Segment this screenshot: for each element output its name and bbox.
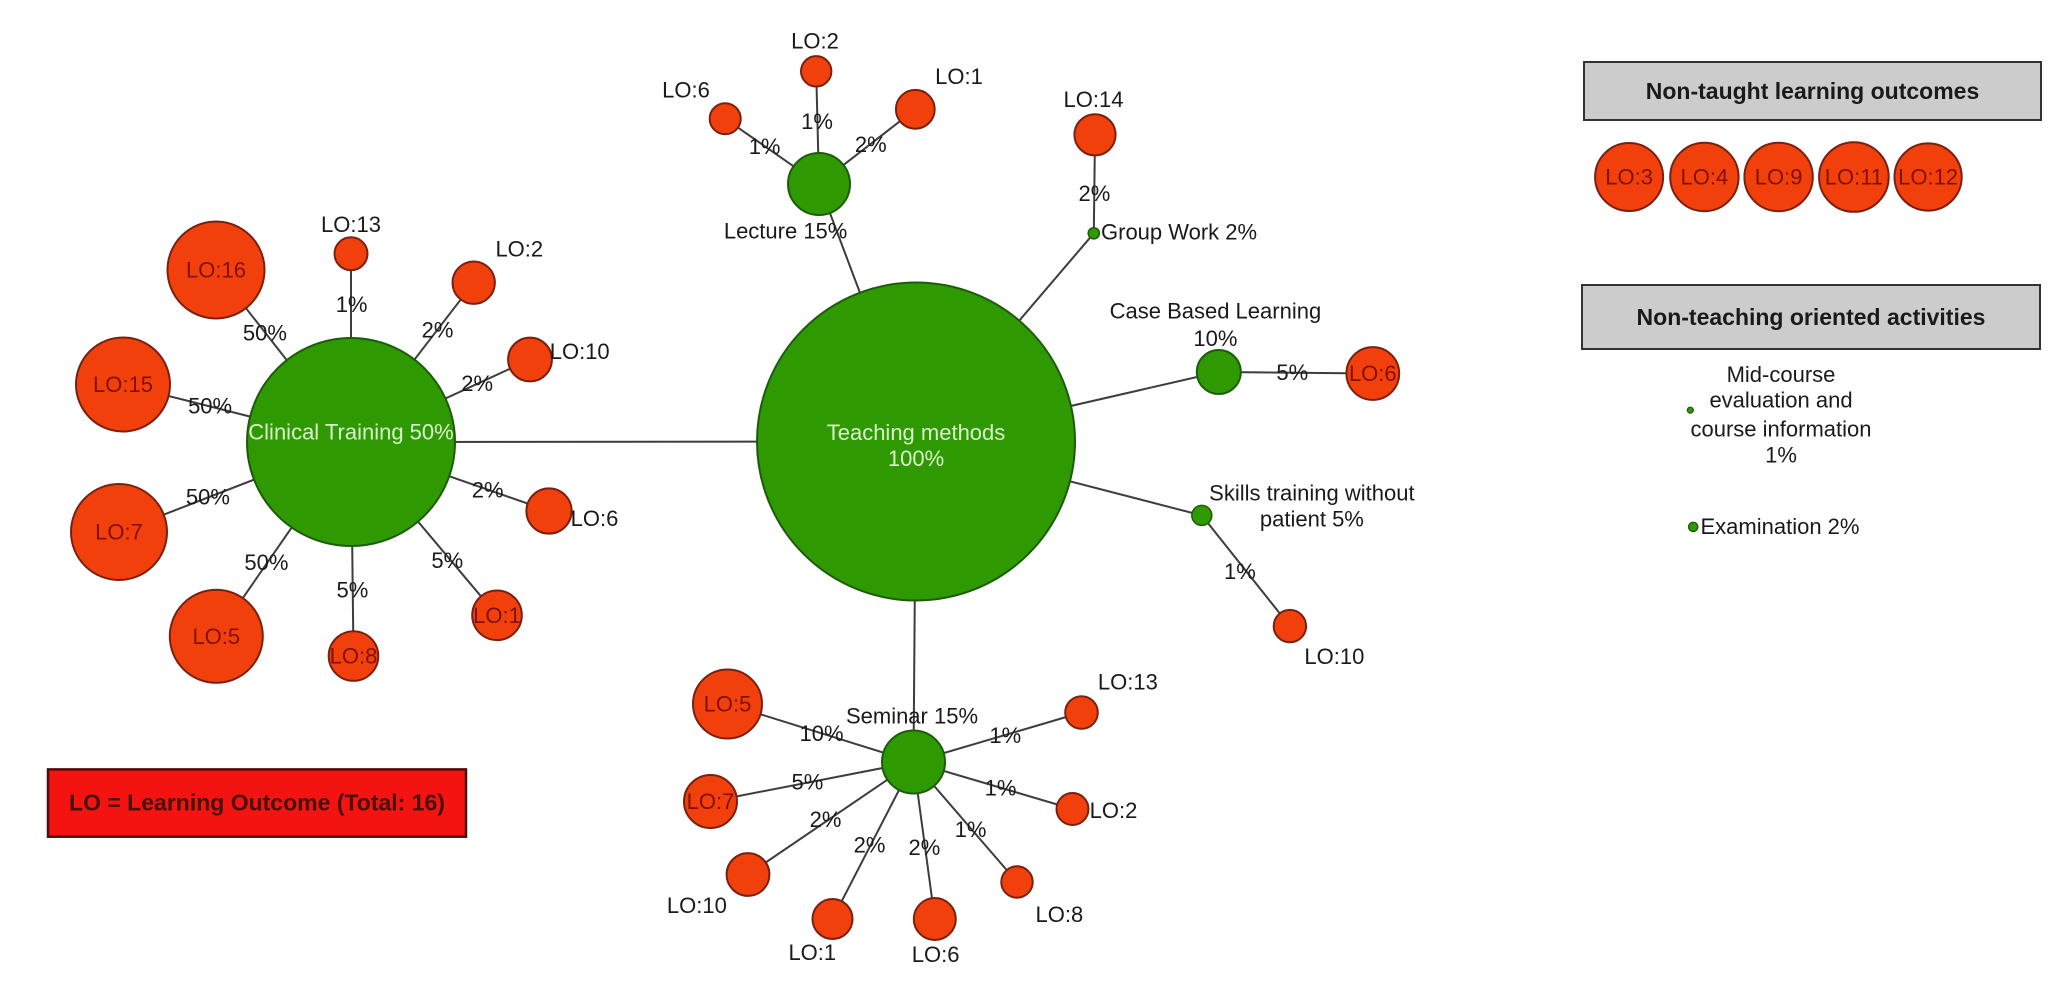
svg-text:LO:5: LO:5 (192, 624, 240, 649)
svg-text:LO:10: LO:10 (667, 893, 727, 918)
svg-text:50%: 50% (244, 550, 288, 575)
svg-text:1%: 1% (1765, 443, 1797, 468)
svg-text:Examination 2%: Examination 2% (1701, 514, 1860, 539)
svg-text:2%: 2% (422, 318, 454, 343)
svg-text:LO:2: LO:2 (1090, 798, 1138, 823)
svg-text:LO:5: LO:5 (704, 692, 752, 717)
svg-text:Group Work 2%: Group Work 2% (1101, 220, 1257, 245)
svg-text:1%: 1% (749, 134, 781, 159)
svg-text:LO:10: LO:10 (550, 339, 610, 364)
svg-text:LO:7: LO:7 (687, 789, 735, 814)
svg-text:LO:15: LO:15 (93, 372, 153, 397)
svg-text:LO:13: LO:13 (1098, 670, 1158, 695)
svg-text:10%: 10% (1193, 326, 1237, 351)
svg-text:LO:6: LO:6 (571, 506, 619, 531)
svg-text:Non-teaching oriented activiti: Non-teaching oriented activities (1637, 304, 1986, 330)
svg-text:LO:6: LO:6 (1349, 361, 1397, 386)
svg-text:50%: 50% (188, 394, 232, 419)
svg-text:course information: course information (1691, 417, 1872, 442)
svg-text:LO:2: LO:2 (495, 236, 543, 261)
svg-text:LO:7: LO:7 (95, 520, 143, 545)
svg-text:LO:1: LO:1 (788, 940, 836, 965)
svg-text:50%: 50% (243, 321, 287, 346)
svg-text:1%: 1% (1224, 559, 1256, 584)
svg-text:1%: 1% (955, 817, 987, 842)
svg-text:LO:11: LO:11 (1825, 165, 1883, 190)
svg-text:LO:16: LO:16 (186, 258, 246, 283)
svg-text:1%: 1% (985, 776, 1017, 801)
svg-text:Teaching methods: Teaching methods (827, 420, 1006, 445)
svg-text:LO:12: LO:12 (1898, 165, 1958, 190)
svg-text:2%: 2% (854, 833, 886, 858)
svg-text:LO:13: LO:13 (321, 212, 381, 237)
svg-text:10%: 10% (799, 721, 843, 746)
svg-text:Seminar 15%: Seminar 15% (846, 704, 978, 729)
svg-text:Lecture 15%: Lecture 15% (724, 218, 848, 243)
svg-text:LO:10: LO:10 (1304, 644, 1364, 669)
svg-text:5%: 5% (431, 548, 463, 573)
svg-text:LO:4: LO:4 (1681, 165, 1729, 190)
svg-text:LO:8: LO:8 (330, 644, 378, 669)
svg-text:LO:3: LO:3 (1605, 165, 1653, 190)
svg-text:LO:6: LO:6 (662, 78, 710, 103)
svg-text:50%: 50% (186, 485, 230, 510)
svg-text:1%: 1% (336, 292, 368, 317)
svg-text:evaluation and: evaluation and (1709, 388, 1852, 413)
svg-text:1%: 1% (989, 723, 1021, 748)
svg-text:Case Based Learning: Case Based Learning (1110, 299, 1322, 324)
svg-text:2%: 2% (461, 371, 493, 396)
svg-text:2%: 2% (810, 807, 842, 832)
svg-text:2%: 2% (1079, 181, 1111, 206)
svg-text:Skills training without: Skills training without (1209, 481, 1414, 506)
svg-text:100%: 100% (888, 446, 944, 471)
svg-text:2%: 2% (472, 478, 504, 503)
svg-text:2%: 2% (855, 132, 887, 157)
svg-text:patient 5%: patient 5% (1260, 506, 1364, 531)
svg-text:Clinical Training 50%: Clinical Training 50% (248, 420, 453, 445)
svg-text:LO:14: LO:14 (1064, 87, 1124, 112)
svg-text:2%: 2% (909, 835, 941, 860)
svg-text:LO:1: LO:1 (935, 64, 983, 89)
svg-text:5%: 5% (792, 770, 824, 795)
svg-text:LO:6: LO:6 (912, 942, 960, 967)
svg-text:Non-taught learning outcomes: Non-taught learning outcomes (1646, 78, 1980, 104)
svg-text:1%: 1% (801, 109, 833, 134)
svg-text:5%: 5% (1276, 360, 1308, 385)
svg-text:Mid-course: Mid-course (1727, 362, 1836, 387)
svg-text:LO = Learning Outcome (Total:: LO = Learning Outcome (Total: 16) (69, 790, 445, 816)
svg-text:LO:2: LO:2 (791, 29, 839, 54)
svg-text:LO:8: LO:8 (1036, 902, 1084, 927)
svg-text:LO:9: LO:9 (1755, 165, 1803, 190)
svg-text:5%: 5% (337, 577, 369, 602)
svg-text:LO:1: LO:1 (473, 603, 521, 628)
